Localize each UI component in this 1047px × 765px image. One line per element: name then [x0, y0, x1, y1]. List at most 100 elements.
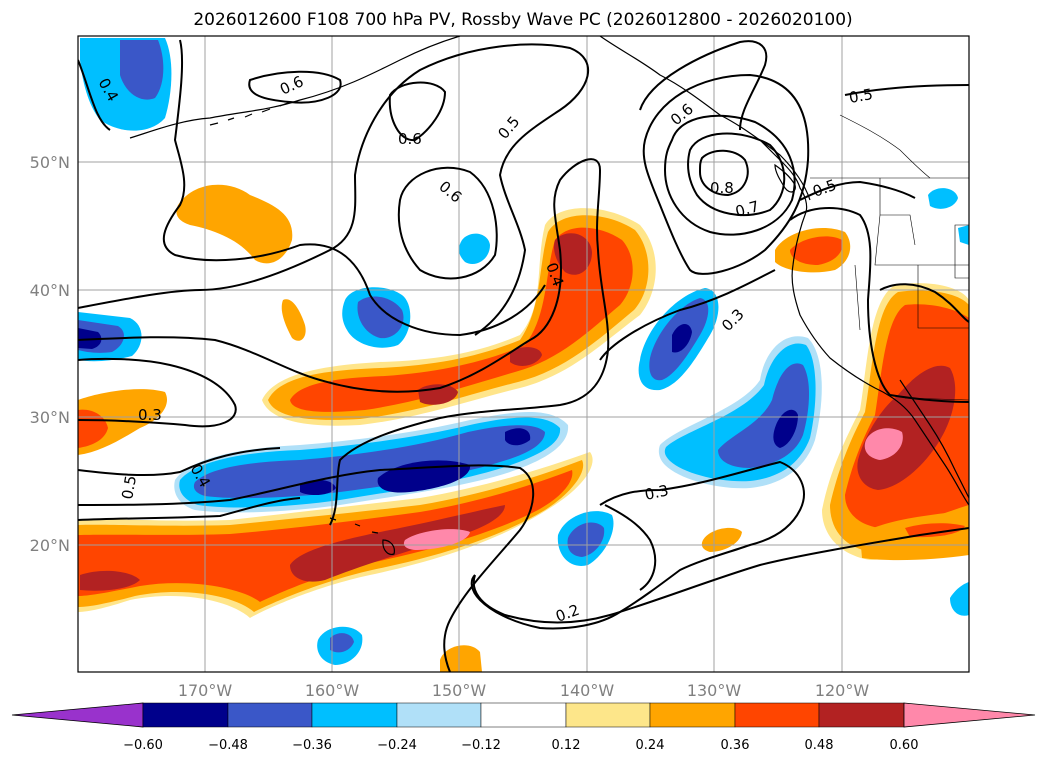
contour-0.8	[698, 149, 749, 197]
pv-contours	[78, 39, 969, 672]
colorbar-segment	[480, 702, 567, 728]
colorbar-segment	[227, 702, 313, 728]
lat-axis: 50°N 40°N 30°N 20°N	[30, 153, 70, 555]
gridlines	[78, 36, 969, 672]
colorbar-segment	[818, 702, 905, 728]
colorbar-segment	[565, 702, 651, 728]
neg-anom-se	[950, 582, 969, 616]
neg-anom-ne-edge	[958, 225, 969, 245]
pos-anom-se-small	[701, 527, 742, 552]
contour-0.3-b	[78, 357, 237, 428]
contour-0.5-b	[78, 158, 610, 526]
contour-0.3-c	[78, 447, 281, 477]
pos-anom-20n-dark	[290, 505, 505, 582]
colorbar-extend-left	[11, 702, 144, 728]
lat-label-50n: 50°N	[30, 153, 70, 172]
neg-anom-ne	[928, 188, 958, 209]
canada-province-border	[839, 114, 931, 179]
lon-axis: 170°W 160°W 150°W 140°W 130°W 120°W	[178, 681, 870, 700]
pos-anom-east-pink	[864, 428, 903, 460]
pos-anom-bottom	[440, 645, 482, 672]
lon-label-170w: 170°W	[178, 681, 233, 700]
colorbar: −0.60 −0.48 −0.36 −0.24 −0.12 0.12 0.24 …	[11, 702, 1036, 753]
colorbar-tick-label: 0.24	[636, 738, 665, 753]
neg-anom-band-dark3	[505, 428, 531, 446]
aleutian-islands	[209, 101, 291, 126]
colorbar-tick-label: −0.60	[123, 738, 163, 753]
neg-anom-sw-core	[567, 522, 605, 557]
pos-anom-coast-core	[790, 236, 843, 265]
contour-0.7	[687, 132, 786, 216]
lat-label-40n: 40°N	[30, 281, 70, 300]
borders	[810, 114, 969, 401]
bc-coast	[759, 139, 808, 213]
pos-anom-se-core	[905, 523, 965, 538]
contour-0.2-b	[604, 504, 657, 591]
alaska-peninsula-coast	[129, 36, 461, 139]
lon-label-120w: 120°W	[815, 681, 870, 700]
pos-anom-20n-left	[80, 570, 140, 591]
contour-label: 0.6	[398, 130, 422, 148]
contour-0.5-ne	[844, 84, 969, 96]
contour-0.6-a	[248, 70, 342, 104]
colorbar-ticks: −0.60 −0.48 −0.36 −0.24 −0.12 0.12 0.24 …	[123, 738, 918, 753]
contour-0.4-nw-2	[78, 59, 111, 131]
contour-0.6-b	[388, 81, 447, 142]
contour-outer-low	[642, 73, 810, 275]
state-borders	[854, 178, 969, 331]
lon-label-160w: 160°W	[305, 681, 360, 700]
pos-anom-jet-dark2	[510, 347, 542, 366]
colorbar-segment	[311, 702, 398, 728]
contour-0.6-low	[663, 114, 796, 236]
lat-label-30n: 30°N	[30, 408, 70, 427]
contour-0.4-nw	[162, 39, 546, 337]
vancouver-island	[774, 163, 796, 193]
pos-anom-small	[281, 299, 306, 341]
neg-anom-bottom-core	[330, 633, 354, 653]
colorbar-segment	[734, 702, 820, 728]
neg-anom-45n	[458, 233, 490, 265]
map-title: 2026012600 F108 700 hPa PV, Rossby Wave …	[193, 10, 852, 30]
contour-0.4-band	[78, 497, 301, 521]
colorbar-tick-label: 0.36	[721, 738, 750, 753]
contour-0.3-e	[470, 460, 805, 630]
contour-label: 0.7	[733, 197, 761, 221]
colorbar-tick-label: 0.12	[552, 738, 581, 753]
neg-anom-east-peak	[773, 409, 798, 448]
lon-label-140w: 140°W	[560, 681, 615, 700]
map-area: 0.4 0.6 0.6 0.6 0.5 0.6 0.8 0.7 0.5 0.5 …	[78, 36, 969, 672]
pos-anom-jet-dark1	[554, 233, 592, 275]
lat-label-20n: 20°N	[30, 536, 70, 555]
colorbar-tick-label: 0.48	[805, 738, 834, 753]
neg-anom-40n-core	[357, 296, 404, 339]
map-frame	[77, 35, 970, 673]
contour-label: 0.5	[118, 474, 140, 501]
neg-anom-mid-peak	[672, 324, 692, 353]
neg-anom-band-blue	[193, 425, 546, 499]
west-coast-us	[791, 211, 969, 506]
colorbar-tick-label: −0.24	[377, 738, 417, 753]
colorbar-extend-right	[903, 702, 1036, 728]
contour-0.2	[472, 527, 969, 624]
neg-anom-nw-core	[120, 40, 164, 100]
contour-coast-loop	[789, 207, 969, 403]
region-box	[954, 224, 969, 279]
colorbar-tick-label: 0.60	[890, 738, 919, 753]
pv-shading	[78, 38, 969, 672]
contour-0.3-d	[78, 464, 535, 672]
contour-label: 0.3	[138, 406, 162, 424]
colorbar-segment	[142, 702, 229, 728]
neg-anom-band-dark2	[300, 479, 336, 496]
lon-label-130w: 130°W	[687, 681, 742, 700]
colorbar-segment	[649, 702, 736, 728]
contour-0.3	[599, 269, 776, 361]
pos-anom-20n-red	[78, 470, 573, 602]
colorbar-tick-label: −0.36	[292, 738, 332, 753]
colorbar-tick-label: −0.12	[461, 738, 501, 753]
lon-label-150w: 150°W	[432, 681, 487, 700]
contour-0.6-c	[397, 166, 498, 280]
contour-0.5-coast	[799, 180, 916, 201]
contour-label: 0.5	[848, 85, 875, 107]
contour-inner-low	[639, 40, 768, 131]
